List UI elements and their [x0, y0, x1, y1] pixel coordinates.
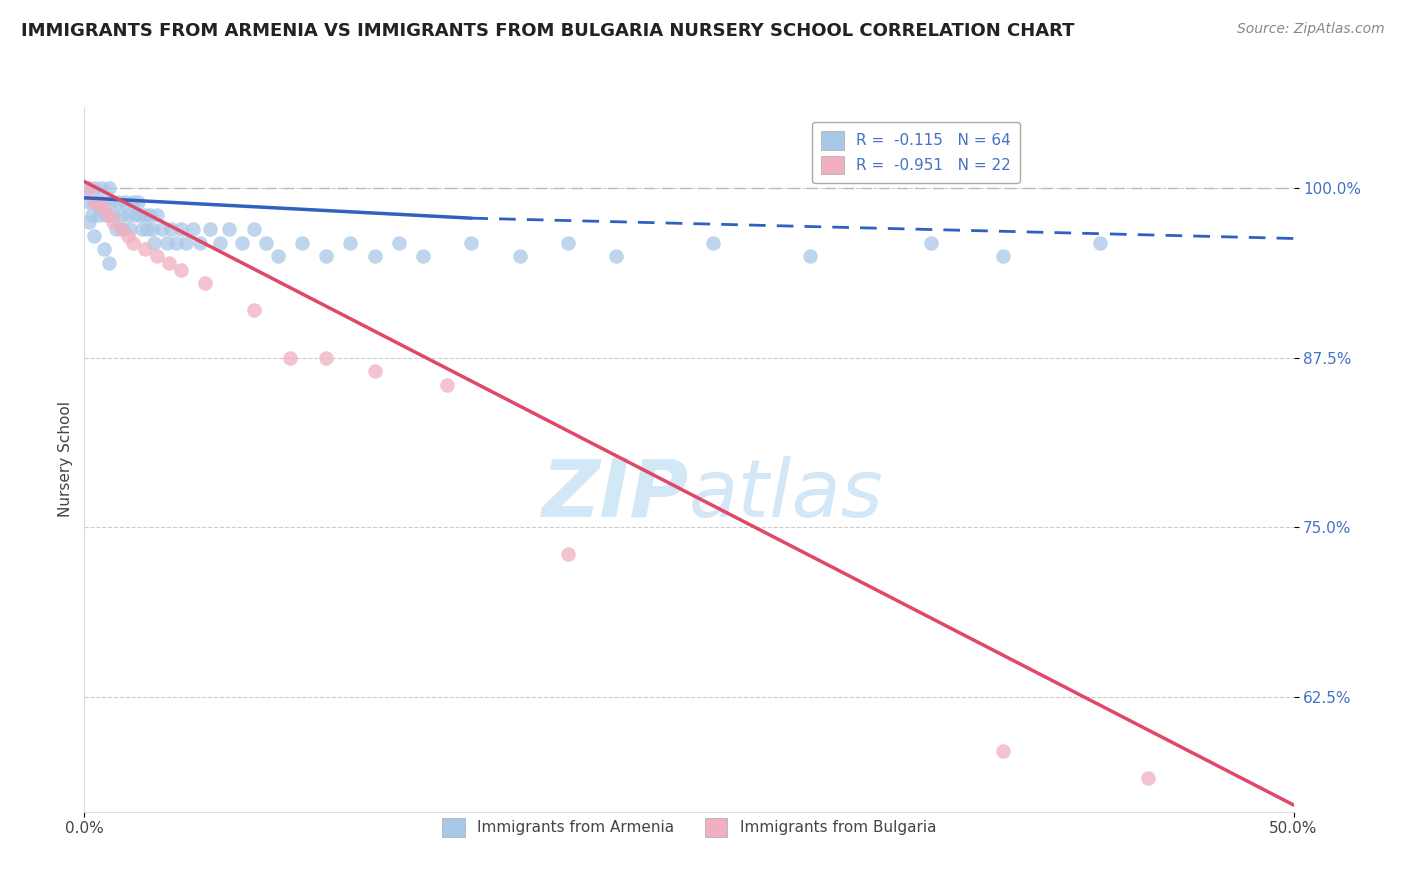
- Point: [339, 235, 361, 250]
- Point: [121, 194, 143, 209]
- Point: [90, 181, 112, 195]
- Point: [242, 222, 264, 236]
- Point: [315, 351, 337, 365]
- Point: [190, 235, 212, 250]
- Point: [170, 262, 193, 277]
- Point: [77, 215, 100, 229]
- Point: [87, 194, 110, 209]
- Point: [557, 235, 579, 250]
- Point: [242, 303, 264, 318]
- Point: [157, 256, 180, 270]
- Point: [134, 209, 156, 223]
- Point: [80, 209, 103, 223]
- Point: [231, 235, 253, 250]
- Point: [97, 209, 120, 223]
- Point: [121, 235, 143, 250]
- Point: [117, 209, 139, 223]
- Legend: Immigrants from Armenia, Immigrants from Bulgaria: Immigrants from Armenia, Immigrants from…: [436, 812, 942, 843]
- Point: [110, 222, 132, 236]
- Point: [87, 209, 110, 223]
- Point: [155, 235, 177, 250]
- Point: [136, 222, 159, 236]
- Point: [557, 547, 579, 561]
- Point: [993, 249, 1015, 263]
- Point: [605, 249, 627, 263]
- Point: [194, 277, 217, 291]
- Point: [412, 249, 434, 263]
- Point: [97, 256, 120, 270]
- Point: [138, 209, 160, 223]
- Point: [799, 249, 821, 263]
- Point: [103, 209, 125, 223]
- Point: [100, 194, 122, 209]
- Point: [460, 235, 482, 250]
- Point: [254, 235, 277, 250]
- Point: [94, 209, 117, 223]
- Point: [278, 351, 301, 365]
- Text: IMMIGRANTS FROM ARMENIA VS IMMIGRANTS FROM BULGARIA NURSERY SCHOOL CORRELATION C: IMMIGRANTS FROM ARMENIA VS IMMIGRANTS FR…: [21, 22, 1074, 40]
- Point: [363, 249, 385, 263]
- Point: [146, 249, 169, 263]
- Point: [181, 222, 204, 236]
- Point: [93, 202, 115, 216]
- Point: [165, 235, 187, 250]
- Point: [174, 235, 197, 250]
- Point: [1137, 771, 1160, 785]
- Point: [83, 194, 105, 209]
- Point: [93, 194, 115, 209]
- Point: [150, 222, 173, 236]
- Point: [110, 209, 132, 223]
- Point: [103, 215, 125, 229]
- Point: [993, 744, 1015, 758]
- Point: [124, 209, 146, 223]
- Point: [120, 222, 142, 236]
- Point: [104, 222, 127, 236]
- Point: [134, 243, 156, 257]
- Point: [363, 364, 385, 378]
- Point: [315, 249, 337, 263]
- Point: [1088, 235, 1111, 250]
- Point: [77, 181, 100, 195]
- Text: atlas: atlas: [689, 456, 884, 533]
- Text: ZIP: ZIP: [541, 456, 689, 533]
- Point: [388, 235, 411, 250]
- Y-axis label: Nursery School: Nursery School: [58, 401, 73, 517]
- Point: [86, 194, 108, 209]
- Point: [83, 181, 105, 195]
- Point: [76, 181, 98, 195]
- Point: [131, 222, 153, 236]
- Point: [97, 181, 120, 195]
- Point: [208, 235, 231, 250]
- Point: [77, 194, 100, 209]
- Point: [267, 249, 290, 263]
- Point: [129, 209, 152, 223]
- Point: [107, 194, 129, 209]
- Point: [509, 249, 531, 263]
- Point: [143, 235, 166, 250]
- Point: [112, 222, 135, 236]
- Point: [198, 222, 221, 236]
- Point: [117, 228, 139, 243]
- Point: [141, 222, 163, 236]
- Point: [127, 194, 149, 209]
- Text: Source: ZipAtlas.com: Source: ZipAtlas.com: [1237, 22, 1385, 37]
- Point: [218, 222, 240, 236]
- Point: [160, 222, 183, 236]
- Point: [436, 377, 458, 392]
- Point: [170, 222, 193, 236]
- Point: [83, 228, 105, 243]
- Point: [114, 194, 136, 209]
- Point: [146, 209, 169, 223]
- Point: [93, 243, 115, 257]
- Point: [920, 235, 942, 250]
- Point: [702, 235, 724, 250]
- Point: [291, 235, 314, 250]
